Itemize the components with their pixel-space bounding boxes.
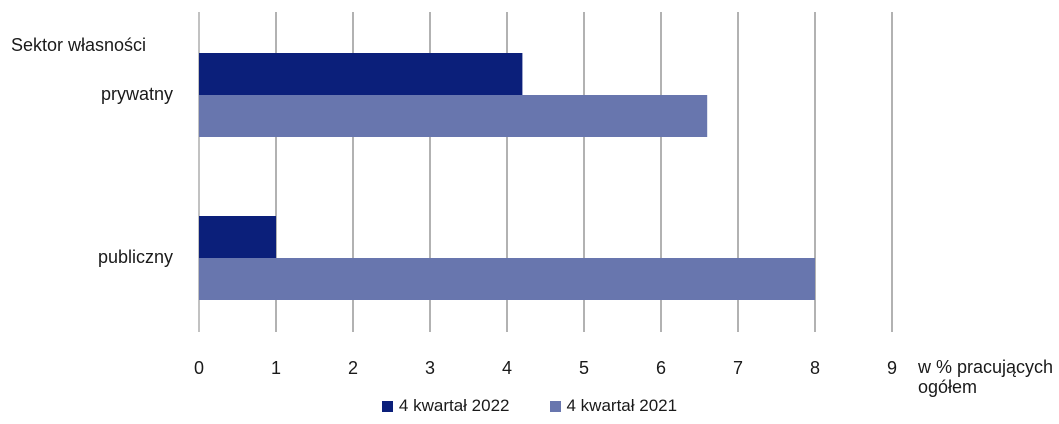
legend-label-2021: 4 kwartał 2021 [566, 396, 678, 415]
bars [199, 53, 815, 300]
x-tick-label-7: 7 [733, 358, 743, 378]
bar-prywatny-2022 [199, 53, 523, 95]
x-tick-label-9: 9 [887, 358, 897, 378]
bar-prywatny-2021 [199, 95, 708, 137]
legend-item-2021: 4 kwartał 2021 [549, 396, 678, 416]
category-label-publiczny: publiczny [98, 247, 173, 267]
x-tick-label-8: 8 [810, 358, 820, 378]
x-axis-title-text: w % pracujących ogółem [918, 357, 1054, 397]
bar-publiczny-2021 [199, 258, 815, 300]
legend-swatch-2021 [549, 400, 561, 412]
x-tick-label-3: 3 [425, 358, 435, 378]
category-label-prywatny: prywatny [101, 84, 173, 104]
legend: 4 kwartał 2022 4 kwartał 2021 [0, 396, 1059, 416]
legend-swatch-2022 [381, 400, 393, 412]
labels: 0 1 2 3 4 5 6 7 8 9 prywatny publiczny [98, 84, 897, 378]
x-axis-title: w % pracujących ogółem [918, 357, 1058, 397]
legend-item-2022: 4 kwartał 2022 [381, 396, 510, 416]
x-tick-label-6: 6 [656, 358, 666, 378]
x-tick-label-4: 4 [502, 358, 512, 378]
legend-label-2022: 4 kwartał 2022 [398, 396, 510, 415]
x-tick-label-1: 1 [271, 358, 281, 378]
x-tick-label-2: 2 [348, 358, 358, 378]
x-tick-label-5: 5 [579, 358, 589, 378]
x-tick-label-0: 0 [194, 358, 204, 378]
category-axis-title: Sektor własności [11, 35, 147, 55]
bar-publiczny-2022 [199, 216, 276, 258]
